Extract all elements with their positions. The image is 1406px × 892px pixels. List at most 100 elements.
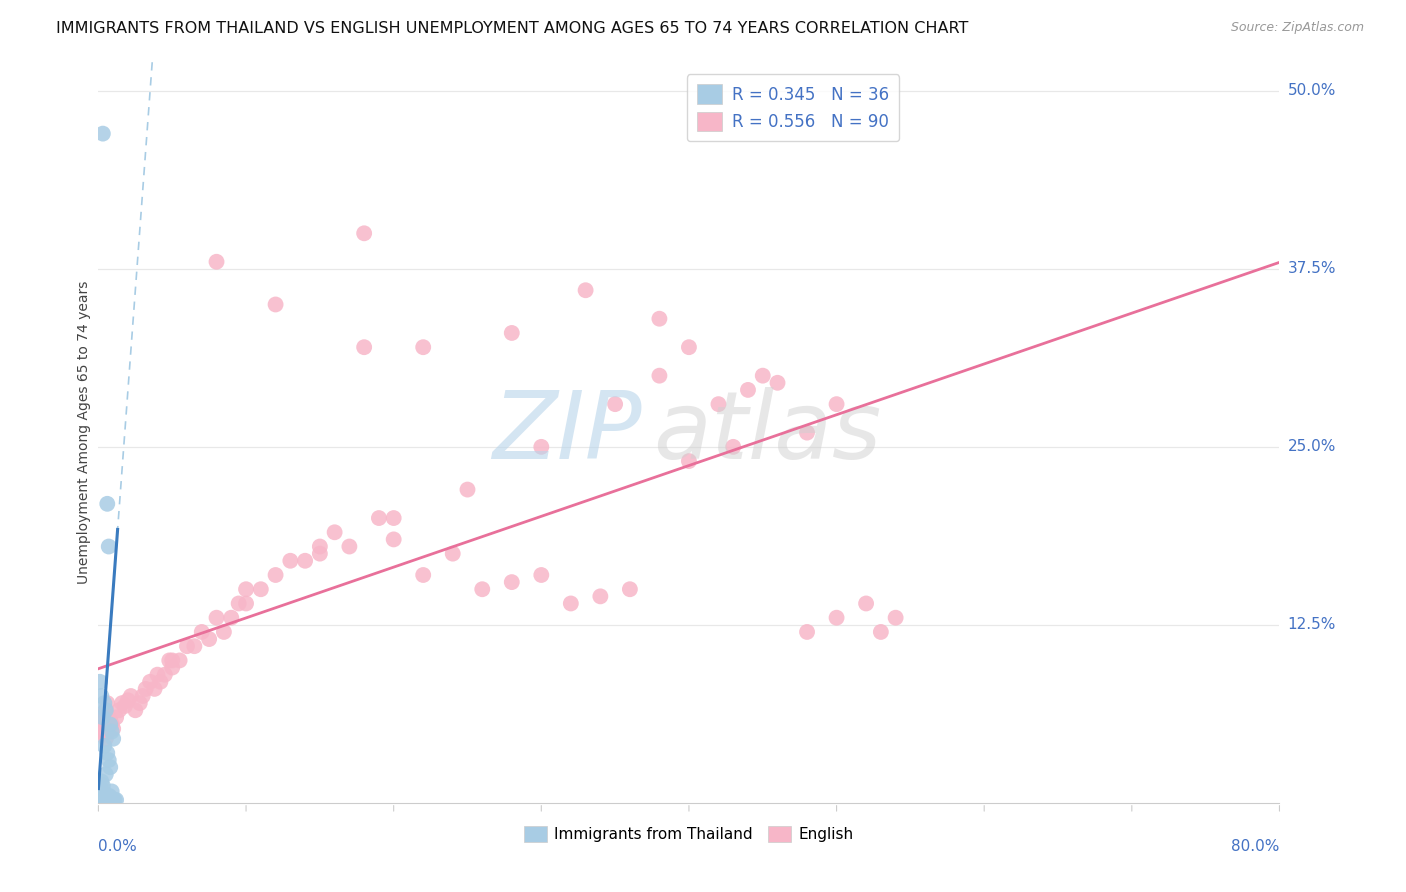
- Point: [90, 786, 112, 800]
- Point: [228, 597, 250, 611]
- Point: [91, 717, 114, 731]
- Point: [157, 653, 180, 667]
- Point: [353, 227, 375, 241]
- Point: [280, 554, 302, 568]
- Text: atlas: atlas: [654, 387, 882, 478]
- Point: [294, 554, 316, 568]
- Point: [94, 789, 117, 803]
- Point: [90, 774, 112, 789]
- Point: [124, 703, 146, 717]
- Point: [589, 590, 612, 604]
- Point: [162, 653, 183, 667]
- Point: [162, 660, 183, 674]
- Point: [93, 710, 115, 724]
- Point: [108, 703, 131, 717]
- Point: [94, 791, 117, 805]
- Point: [128, 696, 150, 710]
- Point: [530, 440, 553, 454]
- Point: [309, 547, 332, 561]
- Point: [323, 525, 346, 540]
- Text: ZIP: ZIP: [492, 387, 641, 478]
- Point: [93, 727, 115, 741]
- Point: [235, 582, 257, 597]
- Point: [205, 254, 228, 268]
- Point: [120, 689, 142, 703]
- Point: [94, 731, 117, 746]
- Point: [103, 793, 125, 807]
- Point: [96, 746, 118, 760]
- Point: [94, 703, 117, 717]
- Point: [382, 533, 405, 547]
- Point: [250, 582, 273, 597]
- Point: [412, 568, 434, 582]
- Text: 37.5%: 37.5%: [1288, 261, 1336, 277]
- Point: [471, 582, 494, 597]
- Point: [96, 696, 118, 710]
- Point: [104, 793, 127, 807]
- Text: IMMIGRANTS FROM THAILAND VS ENGLISH UNEMPLOYMENT AMONG AGES 65 TO 74 YEARS CORRE: IMMIGRANTS FROM THAILAND VS ENGLISH UNEM…: [56, 21, 969, 36]
- Point: [825, 610, 848, 624]
- Point: [91, 779, 114, 793]
- Point: [169, 653, 191, 667]
- Point: [825, 397, 848, 411]
- Point: [96, 790, 118, 805]
- Point: [339, 540, 361, 554]
- Point: [368, 511, 391, 525]
- Point: [91, 127, 114, 141]
- Point: [648, 368, 671, 383]
- Point: [678, 454, 700, 468]
- Point: [97, 753, 120, 767]
- Point: [530, 568, 553, 582]
- Point: [100, 717, 122, 731]
- Point: [97, 710, 120, 724]
- Point: [114, 698, 136, 713]
- Point: [212, 624, 235, 639]
- Point: [737, 383, 759, 397]
- Point: [98, 790, 121, 805]
- Point: [619, 582, 641, 597]
- Point: [98, 793, 121, 807]
- Point: [111, 696, 134, 710]
- Point: [89, 674, 111, 689]
- Point: [766, 376, 789, 390]
- Point: [100, 784, 122, 798]
- Point: [176, 639, 198, 653]
- Point: [235, 597, 257, 611]
- Point: [94, 703, 117, 717]
- Point: [97, 793, 120, 807]
- Point: [183, 639, 205, 653]
- Point: [884, 610, 907, 624]
- Point: [135, 681, 157, 696]
- Point: [97, 540, 120, 554]
- Point: [96, 724, 118, 739]
- Point: [796, 425, 818, 440]
- Text: 80.0%: 80.0%: [1232, 838, 1279, 854]
- Point: [796, 624, 818, 639]
- Point: [457, 483, 479, 497]
- Point: [648, 311, 671, 326]
- Point: [153, 667, 176, 681]
- Point: [89, 710, 111, 724]
- Text: 12.5%: 12.5%: [1288, 617, 1336, 632]
- Point: [98, 717, 121, 731]
- Point: [103, 722, 125, 736]
- Point: [353, 340, 375, 354]
- Point: [707, 397, 730, 411]
- Point: [98, 760, 121, 774]
- Legend: Immigrants from Thailand, English: Immigrants from Thailand, English: [517, 820, 860, 848]
- Point: [89, 781, 111, 796]
- Point: [146, 667, 169, 681]
- Point: [870, 624, 893, 639]
- Point: [441, 547, 464, 561]
- Point: [309, 540, 332, 554]
- Text: Source: ZipAtlas.com: Source: ZipAtlas.com: [1230, 21, 1364, 34]
- Point: [264, 568, 287, 582]
- Point: [501, 575, 523, 590]
- Point: [382, 511, 405, 525]
- Point: [98, 713, 121, 727]
- Point: [93, 739, 115, 753]
- Point: [412, 340, 434, 354]
- Point: [117, 693, 139, 707]
- Point: [89, 717, 111, 731]
- Point: [100, 793, 122, 807]
